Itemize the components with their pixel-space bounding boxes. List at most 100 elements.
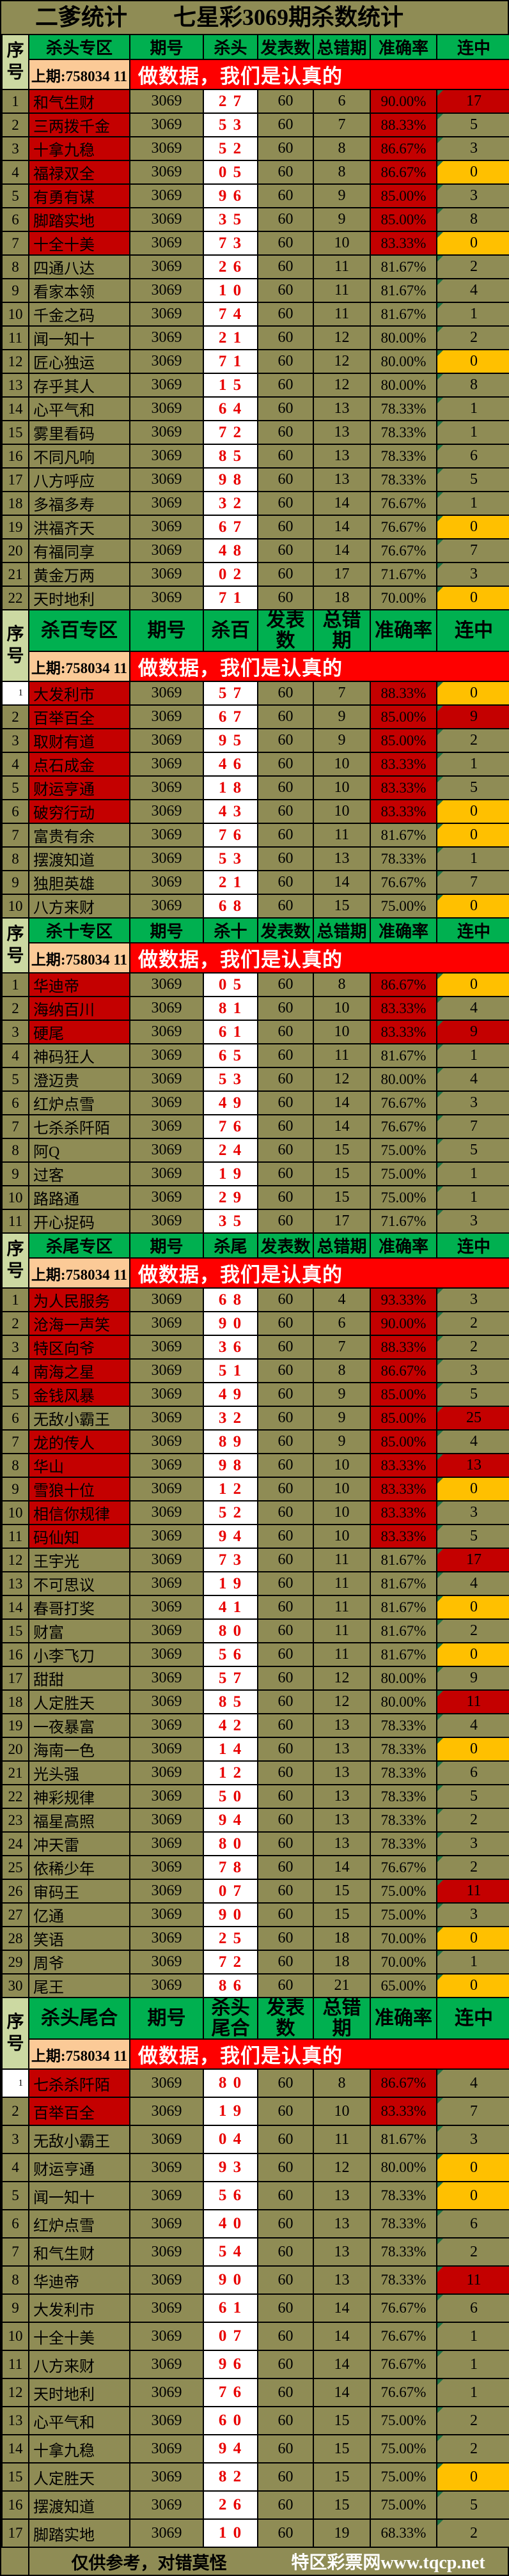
predictor-name-cell: 财富 (28, 1618, 130, 1643)
error-count-cell: 15 (313, 2490, 371, 2520)
predictor-name-cell: 点石成金 (28, 752, 130, 777)
accuracy-cell: 70.00% (370, 586, 437, 610)
accuracy-cell: 81.67% (370, 1043, 437, 1068)
comment-triangle-icon (438, 1163, 443, 1168)
accuracy-cell: 83.33% (370, 752, 437, 777)
comment-triangle-icon (438, 848, 443, 853)
accuracy-cell: 85.00% (370, 704, 437, 729)
streak-cell: 4 (436, 996, 509, 1021)
accuracy-cell: 70.00% (370, 1926, 437, 1951)
published-count-cell: 60 (257, 231, 314, 256)
period-cell: 3069 (129, 113, 204, 137)
kill-numbers-cell: 7 2 (203, 420, 258, 445)
column-header-published: 发表数 (257, 34, 314, 60)
streak-value: 2 (470, 1812, 478, 1828)
table-row: 20 有福同享 3069 4 8 60 14 76.67% 7 (1, 538, 509, 563)
streak-value: 1 (470, 2327, 478, 2345)
streak-cell: 3 (436, 1209, 509, 1234)
kill-numbers-cell: 9 4 (203, 1524, 258, 1549)
streak-value: 3 (470, 1291, 478, 1308)
table-row: 22 神彩规律 3069 5 0 60 13 78.33% 5 (1, 1784, 509, 1809)
table-row: 2 海纳百川 3069 8 1 60 10 83.33% 4 (1, 996, 509, 1021)
column-header-streak: 连中 (436, 34, 509, 60)
published-count-cell: 60 (257, 136, 314, 161)
streak-value: 0 (470, 1930, 478, 1946)
streak-value: 2 (470, 2524, 478, 2541)
comment-triangle-icon (438, 1644, 443, 1649)
column-header-kill: 杀头尾合 (203, 1997, 258, 2040)
period-cell: 3069 (129, 2125, 204, 2154)
streak-cell: 5 (436, 1138, 509, 1163)
table-row: 8 四通八达 3069 2 6 60 11 81.67% 2 (1, 254, 509, 279)
predictor-name-cell: 红炉点雪 (28, 2209, 130, 2238)
row-number-cell: 4 (1, 752, 29, 777)
table-row: 10 路路通 3069 2 9 60 15 75.00% 1 (1, 1185, 509, 1210)
streak-cell: 3 (436, 1500, 509, 1525)
streak-value: 1 (470, 2355, 478, 2373)
table-row: 5 有勇有谋 3069 9 6 60 9 85.00% 3 (1, 183, 509, 208)
row-number-cell: 3 (1, 1020, 29, 1044)
error-count-cell: 10 (313, 2097, 371, 2126)
streak-cell: 2 (436, 1855, 509, 1880)
kill-numbers-cell: 2 1 (203, 870, 258, 895)
error-count-cell: 8 (313, 2068, 371, 2098)
predictor-name-cell: 雪狼十位 (28, 1477, 130, 1501)
predictor-name-cell: 脚踏实地 (28, 2518, 130, 2548)
streak-cell: 0 (436, 1477, 509, 1501)
error-count-cell: 12 (313, 1689, 371, 1714)
error-count-cell: 15 (313, 2406, 371, 2435)
accuracy-cell: 80.00% (370, 2153, 437, 2182)
published-count-cell: 60 (257, 207, 314, 232)
row-number-cell: 7 (1, 1429, 29, 1454)
predictor-name-cell: 特区向爷 (28, 1335, 130, 1360)
kill-numbers-cell: 5 6 (203, 1642, 258, 1667)
accuracy-cell: 83.33% (370, 775, 437, 800)
comment-triangle-icon (438, 1762, 443, 1767)
row-number-cell: 3 (1, 2125, 29, 2154)
error-count-cell: 15 (313, 1902, 371, 1927)
streak-cell: 11 (436, 1689, 509, 1714)
published-count-cell: 60 (257, 1831, 314, 1856)
streak-cell: 1 (436, 396, 509, 421)
table-row: 17 脚踏实地 3069 1 0 60 19 68.33% 2 (1, 2518, 509, 2548)
published-count-cell: 60 (257, 1784, 314, 1809)
comment-triangle-icon (438, 2183, 443, 2188)
published-count-cell: 60 (257, 1185, 314, 1210)
error-count-cell: 14 (313, 870, 371, 895)
kill-numbers-cell: 7 1 (203, 349, 258, 374)
accuracy-cell: 83.33% (370, 1453, 437, 1478)
row-number-cell: 5 (1, 2181, 29, 2210)
kill-numbers-cell: 6 4 (203, 396, 258, 421)
row-number-cell: 14 (1, 2434, 29, 2463)
error-count-cell: 11 (313, 1043, 371, 1068)
slogan-banner: 做数据，我们是认真的 (129, 2038, 509, 2070)
streak-cell: 1 (436, 846, 509, 871)
predictor-name-cell: 八方来财 (28, 2350, 130, 2379)
error-count-cell: 15 (313, 894, 371, 919)
predictor-name-cell: 海纳百川 (28, 996, 130, 1021)
section-header-row: 序 号杀尾专区 期号 杀尾 发表数 总错期 准确率 连中 (1, 1232, 509, 1289)
period-cell: 3069 (129, 1138, 204, 1163)
period-cell: 3069 (129, 1950, 204, 1975)
error-count-cell: 13 (313, 1808, 371, 1833)
comment-triangle-icon (438, 1810, 443, 1815)
row-number-cell: 4 (1, 1358, 29, 1383)
streak-cell: 1 (436, 302, 509, 327)
accuracy-cell: 75.00% (370, 2462, 437, 2492)
comment-triangle-icon (438, 2239, 443, 2244)
error-count-cell: 17 (313, 1209, 371, 1234)
predictor-name-cell: 十拿九稳 (28, 2434, 130, 2463)
comment-triangle-icon (438, 114, 443, 120)
accuracy-cell: 90.00% (370, 89, 437, 114)
kill-numbers-cell: 7 8 (203, 1855, 258, 1880)
streak-value: 3 (470, 1362, 478, 1379)
period-cell: 3069 (129, 1902, 204, 1927)
period-cell: 3069 (129, 1209, 204, 1234)
streak-cell: 3 (436, 1287, 509, 1312)
published-count-cell: 60 (257, 491, 314, 516)
column-header-zone: 杀头尾合 (28, 1997, 130, 2040)
streak-cell: 5 (436, 2490, 509, 2520)
error-count-cell: 6 (313, 89, 371, 114)
published-count-cell: 60 (257, 823, 314, 848)
predictor-name-cell: 尾王 (28, 1973, 130, 1998)
